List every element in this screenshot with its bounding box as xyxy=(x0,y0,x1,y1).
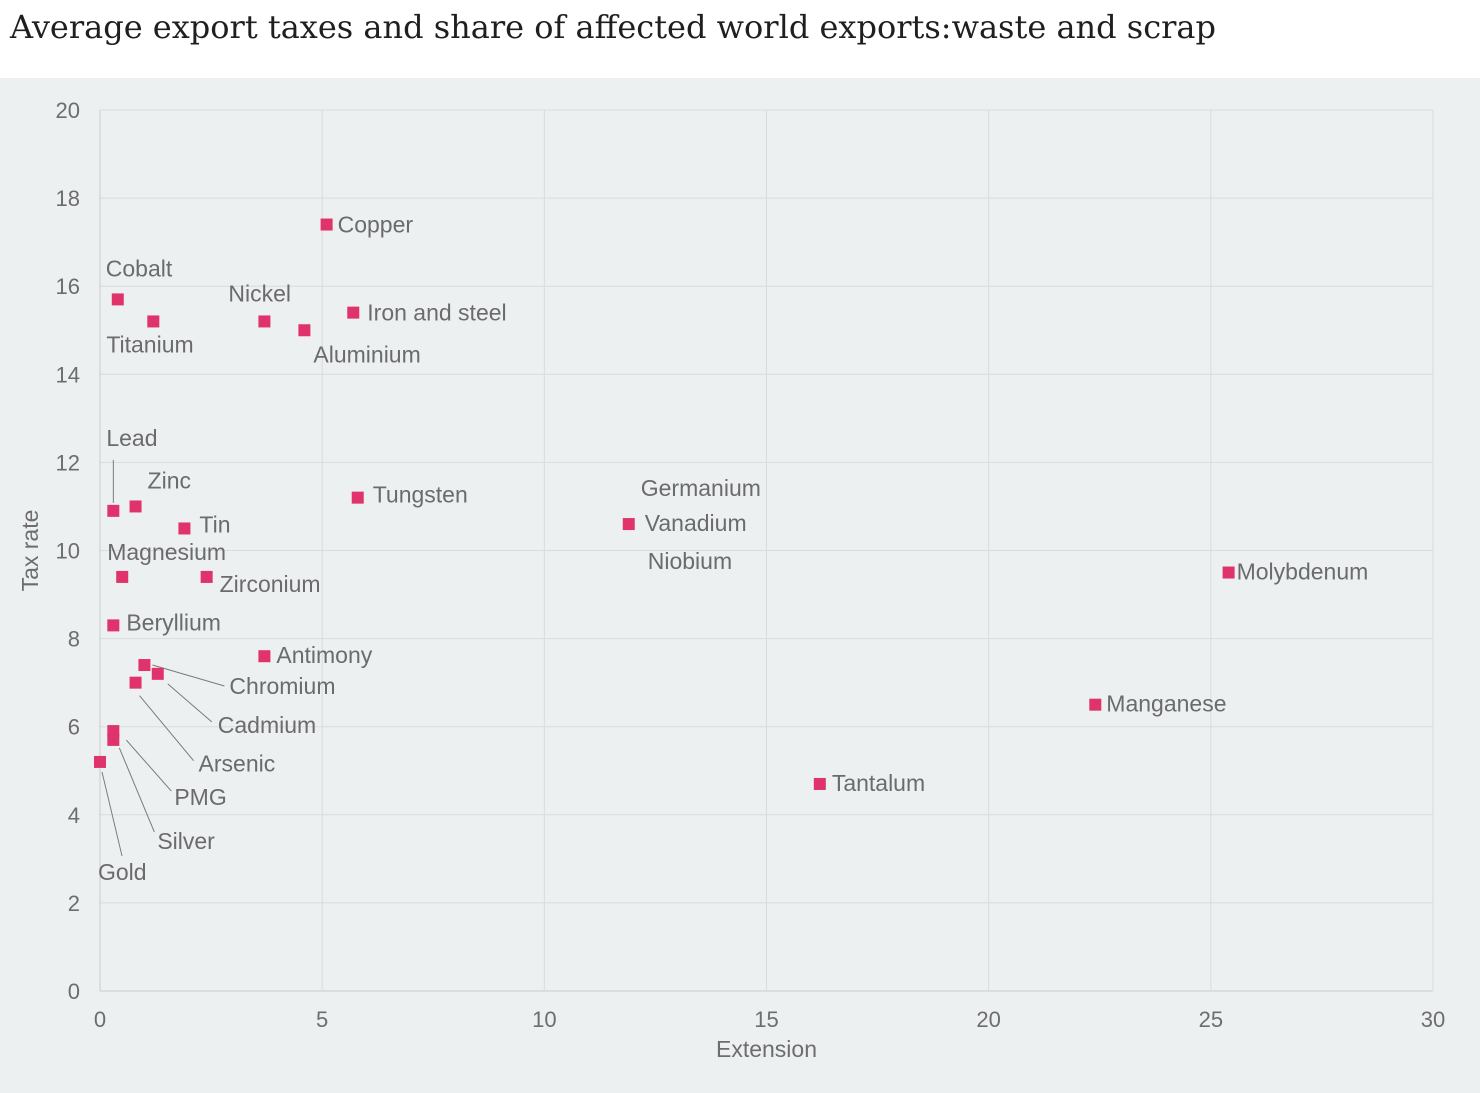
x-tick-label: 30 xyxy=(1421,1007,1445,1032)
x-tick-label: 15 xyxy=(754,1007,778,1032)
y-tick-label: 16 xyxy=(56,274,80,299)
point-label-tin: Tin xyxy=(199,511,230,537)
point-label-pmg: PMG xyxy=(174,784,226,810)
x-tick-label: 25 xyxy=(1199,1007,1223,1032)
point-marker-titanium xyxy=(147,315,160,328)
y-tick-label: 8 xyxy=(68,627,80,652)
point-label-antimony: Antimony xyxy=(276,642,372,668)
y-tick-label: 4 xyxy=(68,803,80,828)
point-label-germanium: Germanium xyxy=(641,475,761,501)
point-marker-magnesium xyxy=(116,570,129,583)
point-label-copper: Copper xyxy=(338,212,414,238)
leader-line-gold xyxy=(101,771,123,857)
leader-line-cadmium xyxy=(167,683,213,723)
point-marker-lead xyxy=(107,504,120,517)
leader-line-arsenic xyxy=(139,695,194,761)
point-marker-germanium xyxy=(622,518,635,531)
point-marker-silver xyxy=(107,733,120,746)
point-label-lead: Lead xyxy=(106,425,157,451)
x-axis-label: Extension xyxy=(716,1036,817,1062)
y-tick-label: 6 xyxy=(68,715,80,740)
point-label-zirconium: Zirconium xyxy=(220,571,321,597)
point-marker-chromium xyxy=(138,659,151,672)
leader-line-pmg xyxy=(125,739,172,792)
point-label-titanium: Titanium xyxy=(106,331,193,357)
point-marker-nickel xyxy=(258,315,271,328)
point-marker-tin xyxy=(178,522,191,535)
point-label-silver: Silver xyxy=(157,828,215,854)
y-axis-label: Tax rate xyxy=(17,510,43,592)
data-points xyxy=(94,218,1235,790)
point-label-gold: Gold xyxy=(98,859,147,885)
y-tick-label: 0 xyxy=(68,979,80,1004)
y-tick-label: 20 xyxy=(56,98,80,123)
point-label-chromium: Chromium xyxy=(229,673,335,699)
point-label-aluminium: Aluminium xyxy=(313,341,420,367)
point-label-magnesium: Magnesium xyxy=(107,539,226,565)
point-marker-tungsten xyxy=(351,491,364,504)
point-label-niobium: Niobium xyxy=(648,548,732,574)
y-tick-label: 14 xyxy=(56,362,80,387)
point-marker-cobalt xyxy=(111,293,124,306)
grid xyxy=(99,109,1434,992)
point-label-zinc: Zinc xyxy=(148,467,191,493)
point-marker-zinc xyxy=(129,500,142,513)
x-tick-label: 0 xyxy=(94,1007,106,1032)
axes: 0 2 4 6 8 10 12 14 16 18 20 0 5 10 15 20 25 30 xyxy=(56,98,1446,1032)
point-label-beryllium: Beryllium xyxy=(126,609,221,635)
point-label-iron-and-steel: Iron and steel xyxy=(367,300,506,326)
y-tick-label: 12 xyxy=(56,450,80,475)
point-marker-iron-and-steel xyxy=(347,306,360,319)
point-label-arsenic: Arsenic xyxy=(199,751,276,777)
y-tick-label: 10 xyxy=(56,539,80,564)
chart-panel xyxy=(0,78,1480,1093)
point-marker-zirconium xyxy=(200,570,213,583)
point-label-tungsten: Tungsten xyxy=(373,482,468,508)
point-marker-gold xyxy=(94,755,106,768)
point-label-cadmium: Cadmium xyxy=(218,712,316,738)
leader-line-chromium xyxy=(152,664,225,687)
point-marker-copper xyxy=(320,218,333,231)
x-tick-label: 5 xyxy=(316,1007,328,1032)
point-label-molybdenum: Molybdenum xyxy=(1237,559,1369,585)
x-tick-label: 10 xyxy=(532,1007,556,1032)
point-marker-beryllium xyxy=(107,619,120,632)
point-marker-cadmium xyxy=(151,667,164,680)
point-label-tantalum: Tantalum xyxy=(832,770,925,796)
leader-line-silver xyxy=(118,747,155,833)
point-marker-aluminium xyxy=(298,324,311,337)
x-tick-label: 20 xyxy=(976,1007,1000,1032)
y-tick-label: 2 xyxy=(68,891,80,916)
point-marker-manganese xyxy=(1089,698,1102,711)
chart-title: Average export taxes and share of affect… xyxy=(10,8,1216,46)
leader-lines xyxy=(101,459,225,857)
point-label-manganese: Manganese xyxy=(1106,691,1226,717)
point-label-cobalt: Cobalt xyxy=(106,255,173,281)
point-marker-antimony xyxy=(258,650,271,663)
point-label-vanadium: Vanadium xyxy=(645,510,747,536)
point-marker-arsenic xyxy=(129,676,142,689)
point-label-nickel: Nickel xyxy=(228,280,291,306)
point-marker-molybdenum xyxy=(1222,566,1235,579)
point-marker-tantalum xyxy=(813,777,826,790)
point-labels: Copper Cobalt Titanium Nickel Aluminium Iron … xyxy=(98,212,1368,885)
y-tick-label: 18 xyxy=(56,186,80,211)
